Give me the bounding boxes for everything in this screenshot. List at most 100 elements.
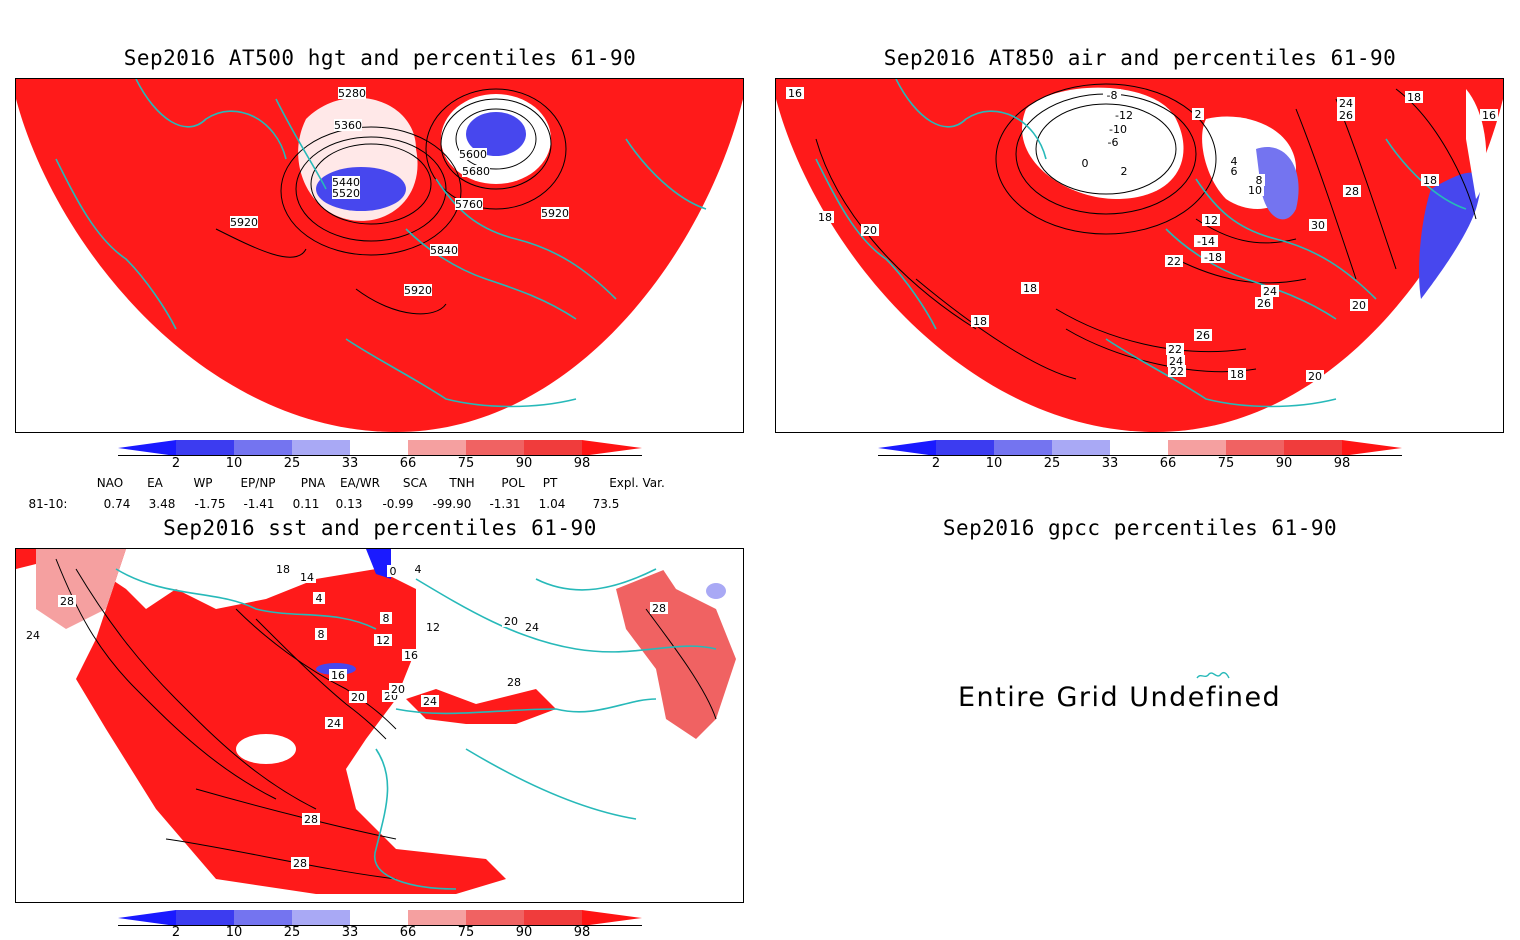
air-colorbar-swatches xyxy=(878,440,1402,456)
air-contour-label: 26 xyxy=(1337,109,1355,122)
index-value: -1.41 xyxy=(243,497,275,511)
svg-text:5600: 5600 xyxy=(459,148,487,161)
svg-text:24: 24 xyxy=(327,717,341,730)
hgt-contour-label: 5600 xyxy=(459,148,487,161)
air-contour-label: 24 xyxy=(1261,285,1279,298)
hgt-contour-label: 5280 xyxy=(338,87,366,100)
cbar-label: 33 xyxy=(1101,456,1119,471)
svg-text:26: 26 xyxy=(1257,297,1271,310)
sst-contour-label: 28 xyxy=(505,676,523,689)
svg-text:24: 24 xyxy=(1339,97,1353,110)
svg-text:5680: 5680 xyxy=(462,165,490,178)
svg-text:5360: 5360 xyxy=(334,119,362,132)
air-contour-label: 24 xyxy=(1337,97,1355,110)
sst-panel-title: Sep2016 sst and percentiles 61-90 xyxy=(163,516,597,540)
air-shade-blue-right xyxy=(1419,172,1481,299)
index-header: POL xyxy=(501,476,525,490)
cbar-label: 25 xyxy=(1043,456,1061,471)
air-contour-label: 8 xyxy=(1253,174,1265,187)
svg-text:28: 28 xyxy=(652,602,666,615)
svg-text:28: 28 xyxy=(60,595,74,608)
cbar-swatch xyxy=(350,440,408,456)
air-map-panel: 16 18 18 18 18 20 20 20 -8 -12 -10 -6 2 … xyxy=(775,78,1504,433)
cbar-swatch xyxy=(1110,440,1168,456)
sst-contour-label: 24 xyxy=(421,695,439,708)
cbar-swatch xyxy=(524,440,582,456)
svg-text:0: 0 xyxy=(390,565,397,578)
svg-text:5840: 5840 xyxy=(430,244,458,257)
hgt-contour-label: 5920 xyxy=(230,216,258,229)
hgt-colorbar-swatches xyxy=(118,440,642,456)
sst-colorbar-swatches xyxy=(118,910,642,926)
svg-text:5920: 5920 xyxy=(230,216,258,229)
cbar-swatch xyxy=(936,440,994,456)
cbar-swatch xyxy=(234,910,292,926)
air-contour-label: 0 xyxy=(1079,157,1091,170)
air-contour-label: 18 xyxy=(816,211,834,224)
index-value: 0.74 xyxy=(103,497,131,511)
air-contour-label: 16 xyxy=(786,87,804,100)
index-value: 0.11 xyxy=(292,497,320,511)
svg-text:-10: -10 xyxy=(1109,123,1127,136)
index-value: -0.99 xyxy=(382,497,414,511)
svg-text:5760: 5760 xyxy=(455,198,483,211)
air-shade-white-right xyxy=(1466,89,1487,199)
air-coastlines xyxy=(815,79,1467,408)
cbar-swatch xyxy=(118,910,176,926)
index-header: PT xyxy=(542,476,558,490)
sst-contour-label: 4 xyxy=(412,563,424,576)
cbar-swatch xyxy=(234,440,292,456)
svg-text:2: 2 xyxy=(1121,165,1128,178)
svg-text:4: 4 xyxy=(316,592,323,605)
svg-text:-8: -8 xyxy=(1107,89,1118,102)
cbar-swatch xyxy=(994,440,1052,456)
air-contour-label: 18 xyxy=(1228,368,1246,381)
air-contour-label: -10 xyxy=(1107,123,1129,136)
air-contour-label: 18 xyxy=(1405,91,1423,104)
svg-text:4: 4 xyxy=(415,563,422,576)
svg-text:18: 18 xyxy=(1407,91,1421,104)
index-header: SCA xyxy=(402,476,428,490)
svg-text:5280: 5280 xyxy=(338,87,366,100)
air-shade-white-center xyxy=(1022,87,1184,199)
sst-map-panel: 28 24 18 14 4 0 4 8 12 16 20 24 28 28 20… xyxy=(15,548,744,903)
svg-text:0: 0 xyxy=(1082,157,1089,170)
svg-text:22: 22 xyxy=(1167,255,1181,268)
sst-contour-label: 20 xyxy=(389,683,407,696)
sst-contour-labels: 28 24 18 14 4 0 4 8 12 16 20 24 28 28 20… xyxy=(24,563,668,870)
air-contour-label: 20 xyxy=(861,224,879,237)
hgt-contour-label: 5760 xyxy=(455,198,483,211)
cbar-swatch xyxy=(408,910,466,926)
index-header: EP/NP xyxy=(240,476,276,490)
sst-contour-label: 24 xyxy=(325,717,343,730)
air-contour-labels: 16 18 18 18 18 20 20 20 -8 -12 -10 -6 2 … xyxy=(786,87,1498,383)
cbar-label: 33 xyxy=(341,456,359,471)
svg-text:6: 6 xyxy=(1231,165,1238,178)
svg-text:24: 24 xyxy=(525,621,539,634)
svg-text:22: 22 xyxy=(1170,365,1184,378)
air-contour-label: -8 xyxy=(1103,89,1121,102)
cbar-swatch xyxy=(1342,440,1402,456)
svg-text:12: 12 xyxy=(1204,214,1218,227)
cbar-label: 98 xyxy=(573,925,591,940)
cbar-swatch xyxy=(408,440,466,456)
cbar-label: 2 xyxy=(171,925,181,940)
index-header: WP xyxy=(193,476,213,490)
air-contour-label: 10 xyxy=(1246,184,1264,197)
svg-text:16: 16 xyxy=(1482,109,1496,122)
sst-contour-label: 0 xyxy=(387,565,399,578)
index-header: TNH xyxy=(449,476,475,490)
air-contour-label: 24 xyxy=(1167,355,1185,368)
svg-text:-6: -6 xyxy=(1108,136,1119,149)
sst-contour-label: 28 xyxy=(58,595,76,608)
cbar-label: 90 xyxy=(515,456,533,471)
hgt-colorbar xyxy=(118,440,642,456)
air-contour-label: -6 xyxy=(1104,136,1122,149)
air-shade-blue-ne xyxy=(1256,147,1299,220)
cbar-label: 98 xyxy=(1333,456,1351,471)
sst-contour-label: 12 xyxy=(374,634,392,647)
svg-text:4: 4 xyxy=(1231,155,1238,168)
svg-text:28: 28 xyxy=(1345,185,1359,198)
hgt-contour-label: 5680 xyxy=(462,165,490,178)
svg-text:26: 26 xyxy=(1339,109,1353,122)
